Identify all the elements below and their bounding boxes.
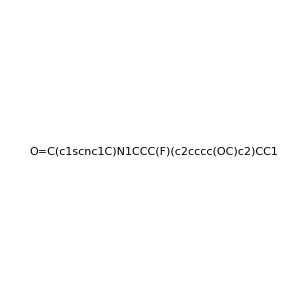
Text: O=C(c1scnc1C)N1CCC(F)(c2cccc(OC)c2)CC1: O=C(c1scnc1C)N1CCC(F)(c2cccc(OC)c2)CC1 [29,146,278,157]
